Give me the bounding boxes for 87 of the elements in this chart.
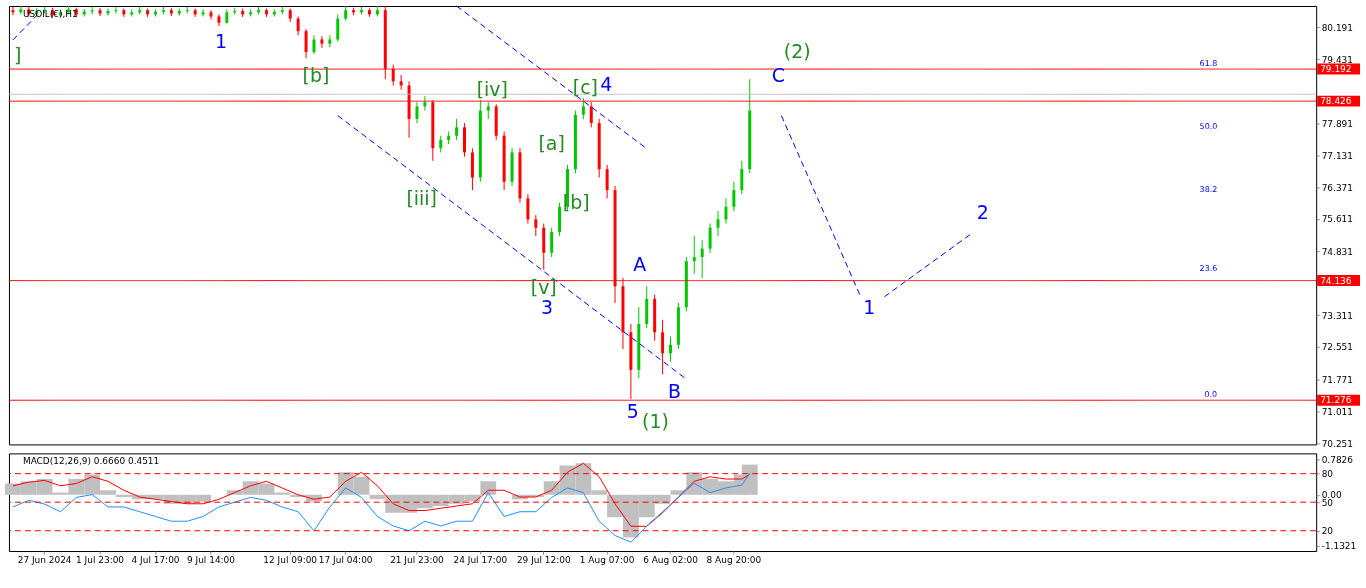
annotation: 23.6	[1199, 263, 1218, 273]
candlestick	[455, 118, 459, 141]
annotation: 38.2	[1199, 185, 1218, 195]
candlestick	[399, 74, 403, 91]
annotation: ]	[13, 44, 22, 67]
x-tick-label: 1 Aug 07:00	[579, 555, 635, 566]
annotation: [iv]	[476, 78, 508, 101]
x-tick-label: 24 Jul 17:00	[453, 555, 508, 566]
y-tick-label: 80.191	[1321, 22, 1353, 33]
chart-title: MACD(12,26,9) 0.6660 0.4511	[22, 456, 160, 467]
y2-tick-label: 80	[1321, 469, 1334, 480]
candlestick	[415, 101, 419, 124]
candlestick	[19, 5, 23, 15]
y-tick-label: 71.771	[1321, 375, 1353, 386]
candlestick	[724, 197, 728, 225]
candlestick	[11, 6, 15, 16]
annotation: 50.0	[1199, 122, 1218, 132]
candlestick	[581, 97, 585, 120]
candlestick	[423, 95, 427, 112]
x-tick-label: 17 Jul 04:00	[318, 555, 373, 566]
candlestick	[98, 7, 102, 17]
candlestick	[716, 210, 720, 237]
candlestick	[661, 319, 665, 375]
candlestick	[201, 8, 205, 17]
candlestick	[193, 8, 197, 18]
annotation: [c]	[572, 76, 598, 99]
y-tick-label: 77.891	[1321, 119, 1353, 130]
candlestick	[312, 34, 316, 55]
annotation: 3	[540, 296, 553, 319]
y-tick-label: 76.371	[1321, 182, 1353, 193]
candlestick	[550, 227, 554, 258]
annotation: [b]	[302, 63, 330, 86]
annotation: (1)	[642, 409, 669, 432]
y-tick-label: 74.831	[1321, 247, 1353, 258]
annotation: A	[633, 252, 647, 275]
ref-line-label: 78.426	[1320, 96, 1352, 107]
annotation: 5	[626, 400, 639, 423]
annotation: [iii]	[406, 186, 437, 209]
y-tick-label: 77.131	[1321, 150, 1353, 161]
annotation: 4	[600, 73, 613, 96]
ref-line-label: 79.192	[1320, 64, 1352, 75]
candlestick	[732, 181, 736, 212]
x-tick-label: 29 Jul 12:00	[516, 555, 571, 566]
annotation: C	[771, 63, 785, 86]
candlestick	[304, 28, 308, 59]
candlestick	[320, 35, 324, 49]
ref-line-label: 71.276	[1320, 395, 1352, 406]
x-tick-label: 1 Jul 23:00	[76, 555, 125, 566]
candlestick	[692, 235, 696, 275]
y-tick-label: 70.251	[1321, 438, 1353, 449]
y2-tick-label: 20	[1321, 526, 1334, 537]
y-tick-label: 72.551	[1321, 342, 1353, 353]
annotation: [a]	[538, 131, 565, 154]
x-tick-label: 9 Jul 14:00	[186, 555, 236, 566]
candlestick	[336, 13, 340, 43]
candlestick	[700, 239, 704, 279]
ref-line-label: 74.136	[1320, 275, 1352, 286]
annotation: 61.8	[1199, 59, 1218, 69]
y-tick-label: 73.311	[1321, 310, 1353, 321]
y-tick-label: -1.1321	[1321, 541, 1357, 552]
annotation: 0.0	[1204, 389, 1218, 399]
y-tick-label: 79.431	[1321, 54, 1353, 65]
annotation: 2	[976, 201, 989, 224]
y-tick-label: 75.611	[1321, 214, 1353, 225]
annotation: [v]	[530, 276, 557, 299]
x-tick-label: 4 Jul 17:00	[131, 555, 180, 566]
candlestick	[534, 214, 538, 237]
candlestick	[669, 335, 672, 363]
x-tick-label: 12 Jul 09:00	[263, 555, 318, 566]
candlestick	[526, 193, 530, 225]
annotation: B	[667, 379, 681, 402]
candlestick	[209, 9, 213, 20]
candlestick	[740, 160, 744, 195]
candlestick	[605, 164, 609, 199]
y-tick-label: 71.011	[1321, 406, 1353, 417]
annotation: (2)	[783, 39, 811, 62]
x-tick-label: 27 Jun 2024	[17, 555, 72, 566]
annotation: 1	[863, 295, 876, 318]
x-tick-label: 8 Aug 20:00	[706, 555, 762, 566]
candlestick	[708, 223, 712, 254]
candlestick	[114, 6, 118, 15]
line-series	[12, 473, 751, 543]
candlestick	[296, 15, 300, 36]
annotation: 1	[214, 29, 227, 52]
y-tick-label: 0.7826	[1321, 455, 1354, 466]
x-tick-label: 6 Aug 02:00	[643, 555, 699, 566]
x-tick-label: 21 Jul 23:00	[390, 555, 445, 566]
